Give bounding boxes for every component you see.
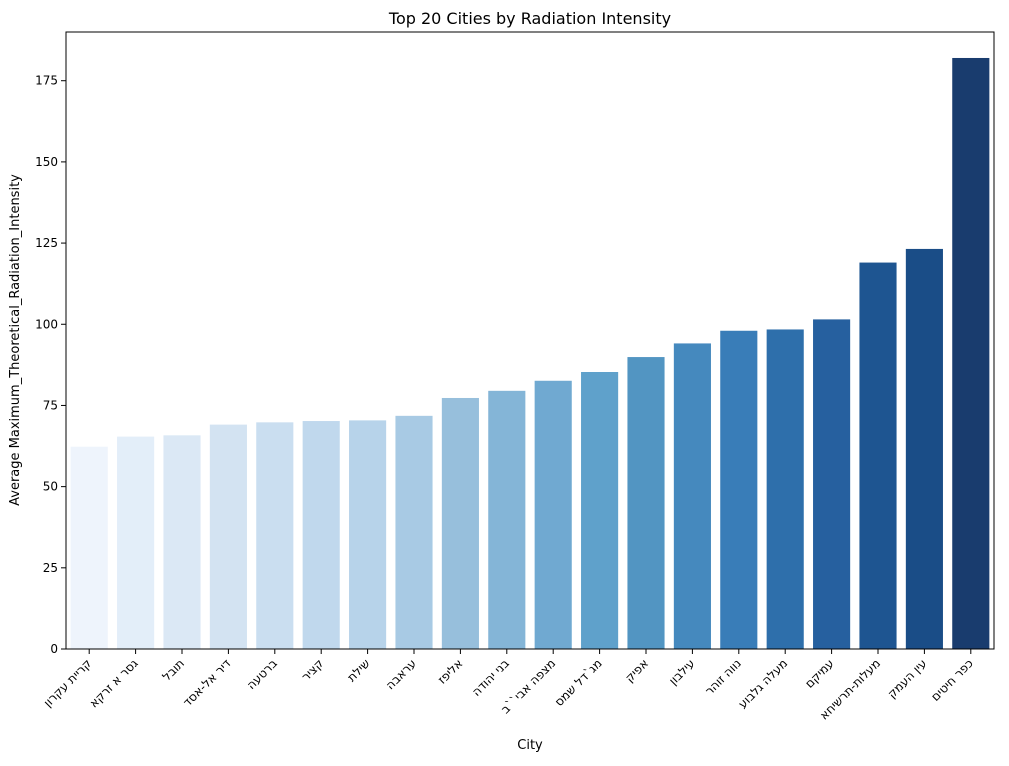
x-tick-label: נווה זוהר: [702, 656, 744, 698]
bar: [766, 329, 804, 649]
y-tick-label: 75: [43, 398, 58, 412]
x-tick-label: כפר חיטים: [928, 656, 976, 704]
bar: [163, 435, 201, 649]
y-tick-label: 25: [43, 561, 58, 575]
bar: [302, 421, 340, 649]
x-tick-label: ברטעה: [244, 656, 280, 692]
bar: [488, 390, 526, 649]
bar: [952, 57, 990, 650]
bar: [117, 436, 155, 649]
y-tick-label: 50: [43, 480, 58, 494]
y-tick-label: 100: [35, 317, 58, 331]
x-tick-label: עילבון: [666, 656, 697, 687]
bar: [905, 248, 943, 650]
y-tick-label: 0: [50, 642, 58, 656]
bar: [70, 446, 108, 649]
y-axis-label: Average Maximum_Theoretical_Radiation_In…: [8, 174, 23, 506]
bar: [534, 380, 572, 649]
bar: [720, 330, 758, 649]
plot-frame: [65, 31, 995, 650]
bar: [209, 424, 247, 649]
y-tick-label: 150: [35, 155, 58, 169]
bar: [581, 371, 619, 649]
chart-title: Top 20 Cities by Radiation Intensity: [388, 9, 671, 28]
x-tick-label: אליפז: [435, 656, 466, 687]
x-tick-label: אפיק: [622, 656, 651, 685]
bar: [859, 262, 897, 649]
bar: [441, 397, 479, 649]
bar: [349, 420, 387, 649]
x-tick-label: מג`דל שמס: [552, 656, 605, 709]
x-tick-label: תובל: [160, 656, 188, 684]
bar: [813, 319, 851, 649]
x-tick-label: עראבה: [383, 656, 419, 692]
bars-group: [70, 57, 990, 650]
bar: [395, 415, 433, 649]
x-tick-label: גסר א זרקא: [87, 656, 141, 710]
x-tick-label: קריית עקרון: [41, 656, 95, 710]
y-axis: 0 25 50 75 100 125 150 175: [35, 74, 66, 656]
bar: [256, 422, 294, 649]
x-tick-label: עמיקם: [802, 656, 837, 691]
x-tick-label: דיר אל-אסד: [180, 656, 234, 710]
x-tick-label: מעלה גלבוע: [735, 656, 790, 711]
x-tick-label: שילת: [345, 656, 373, 684]
x-tick-label: קציר: [299, 656, 327, 684]
bar: [627, 357, 665, 649]
x-tick-label: עין העמק: [885, 656, 930, 701]
x-tick-label: בני יהודה: [469, 656, 512, 699]
x-axis-label: City: [517, 738, 543, 753]
bar: [673, 343, 711, 649]
y-tick-label: 175: [35, 74, 58, 88]
y-tick-label: 125: [35, 236, 58, 250]
